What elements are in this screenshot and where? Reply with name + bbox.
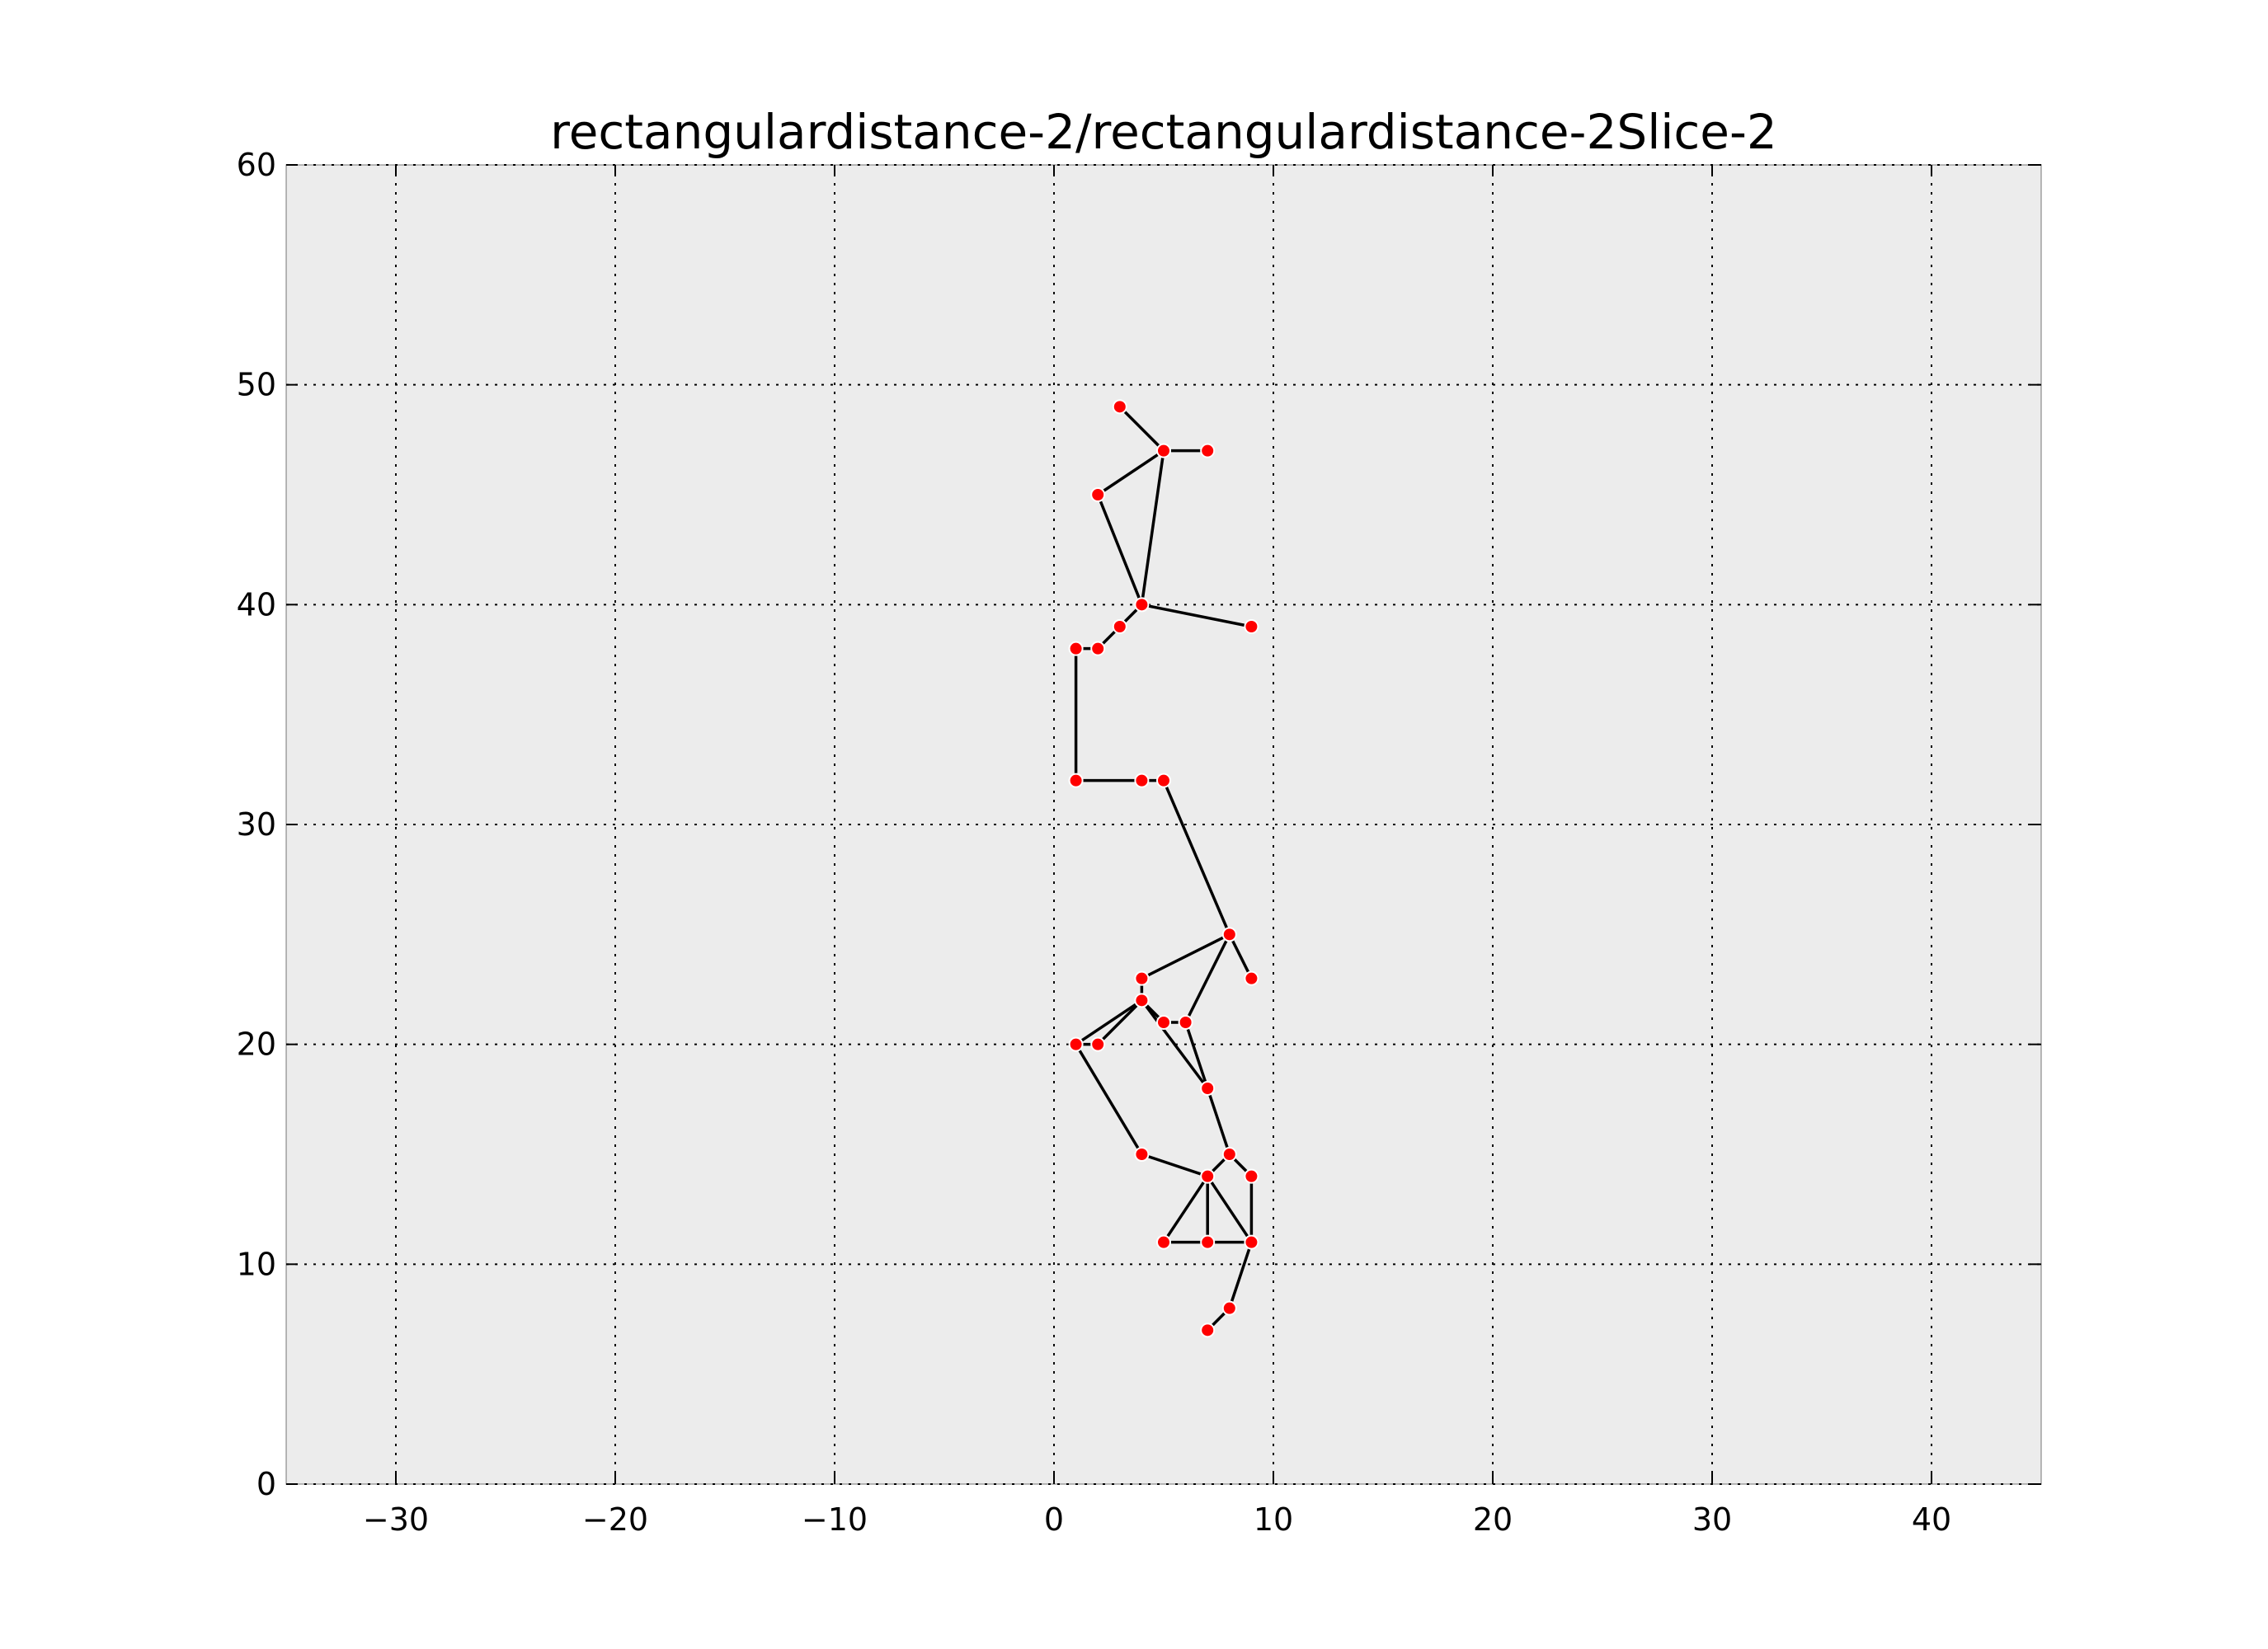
edge-line — [1140, 450, 1165, 605]
data-point — [1156, 443, 1171, 458]
chart-title: rectangulardistance-2/rectangulardistanc… — [550, 104, 1777, 160]
y-tick-label: 10 — [237, 1246, 276, 1282]
data-point — [1112, 399, 1127, 415]
edge-line — [1141, 933, 1230, 980]
x-tick-label: 30 — [1692, 1501, 1732, 1538]
edge-line — [1096, 999, 1143, 1045]
edge-line — [1184, 933, 1231, 1023]
edge-line — [1118, 406, 1165, 452]
y-tick-label: 60 — [237, 147, 276, 183]
data-point — [1090, 1036, 1106, 1052]
y-tick-label: 30 — [237, 806, 276, 843]
edge-line — [1183, 1022, 1209, 1089]
edge-line — [1075, 1043, 1143, 1155]
points — [1068, 399, 1259, 1338]
data-point — [1156, 773, 1171, 788]
x-tick-label: −10 — [802, 1501, 868, 1538]
edge-line — [1097, 449, 1165, 496]
data-point — [1221, 1300, 1237, 1316]
grid — [286, 164, 2041, 1485]
data-point — [1244, 1168, 1259, 1184]
x-tick-label: 20 — [1473, 1501, 1513, 1538]
data-point — [1134, 597, 1150, 613]
data-point — [1156, 1015, 1171, 1030]
y-tick-label: 0 — [256, 1466, 276, 1502]
edge-line — [1162, 779, 1231, 936]
edge-line — [1206, 1175, 1253, 1243]
edge-line — [1228, 1242, 1254, 1309]
data-point — [1221, 927, 1237, 942]
data-point — [1112, 619, 1127, 634]
data-point — [1134, 773, 1150, 788]
edge-line — [1206, 1088, 1231, 1155]
data-point — [1200, 443, 1216, 458]
edge-line — [1141, 603, 1252, 628]
edge-line — [1141, 1153, 1208, 1178]
data-point — [1244, 1234, 1259, 1250]
edge-line — [1228, 933, 1253, 980]
edge-line — [1075, 998, 1143, 1046]
data-point — [1134, 970, 1150, 986]
x-tick-label: 10 — [1254, 1501, 1293, 1538]
data-point — [1068, 1036, 1084, 1052]
data-point — [1068, 773, 1084, 788]
x-tick-label: 0 — [1044, 1501, 1064, 1538]
data-point — [1178, 1015, 1193, 1030]
data-point — [1156, 1234, 1171, 1250]
data-point — [1244, 970, 1259, 986]
data-point — [1200, 1234, 1216, 1250]
data-point — [1244, 619, 1259, 634]
data-point — [1090, 487, 1106, 502]
data-point — [1068, 641, 1084, 656]
data-point — [1134, 993, 1150, 1008]
edges — [1074, 406, 1254, 1332]
data-point — [1134, 1147, 1150, 1162]
data-point — [1200, 1081, 1216, 1096]
edge-line — [1140, 999, 1209, 1090]
edge-line — [1162, 1175, 1209, 1243]
edge-line — [1096, 494, 1144, 605]
y-tick-label: 20 — [237, 1027, 276, 1063]
x-tick-label: −20 — [582, 1501, 648, 1538]
data-point — [1200, 1168, 1216, 1184]
y-tick-label: 40 — [237, 586, 276, 622]
data-point — [1200, 1322, 1216, 1338]
axes: −30 −20 −10 0 10 20 30 40 0 10 20 30 40 50 60 — [237, 147, 2042, 1538]
y-tick-label: 50 — [237, 367, 276, 403]
x-tick-label: 40 — [1912, 1501, 1951, 1538]
data-point — [1090, 641, 1106, 656]
data-point — [1221, 1147, 1237, 1162]
x-tick-label: −30 — [363, 1501, 429, 1538]
